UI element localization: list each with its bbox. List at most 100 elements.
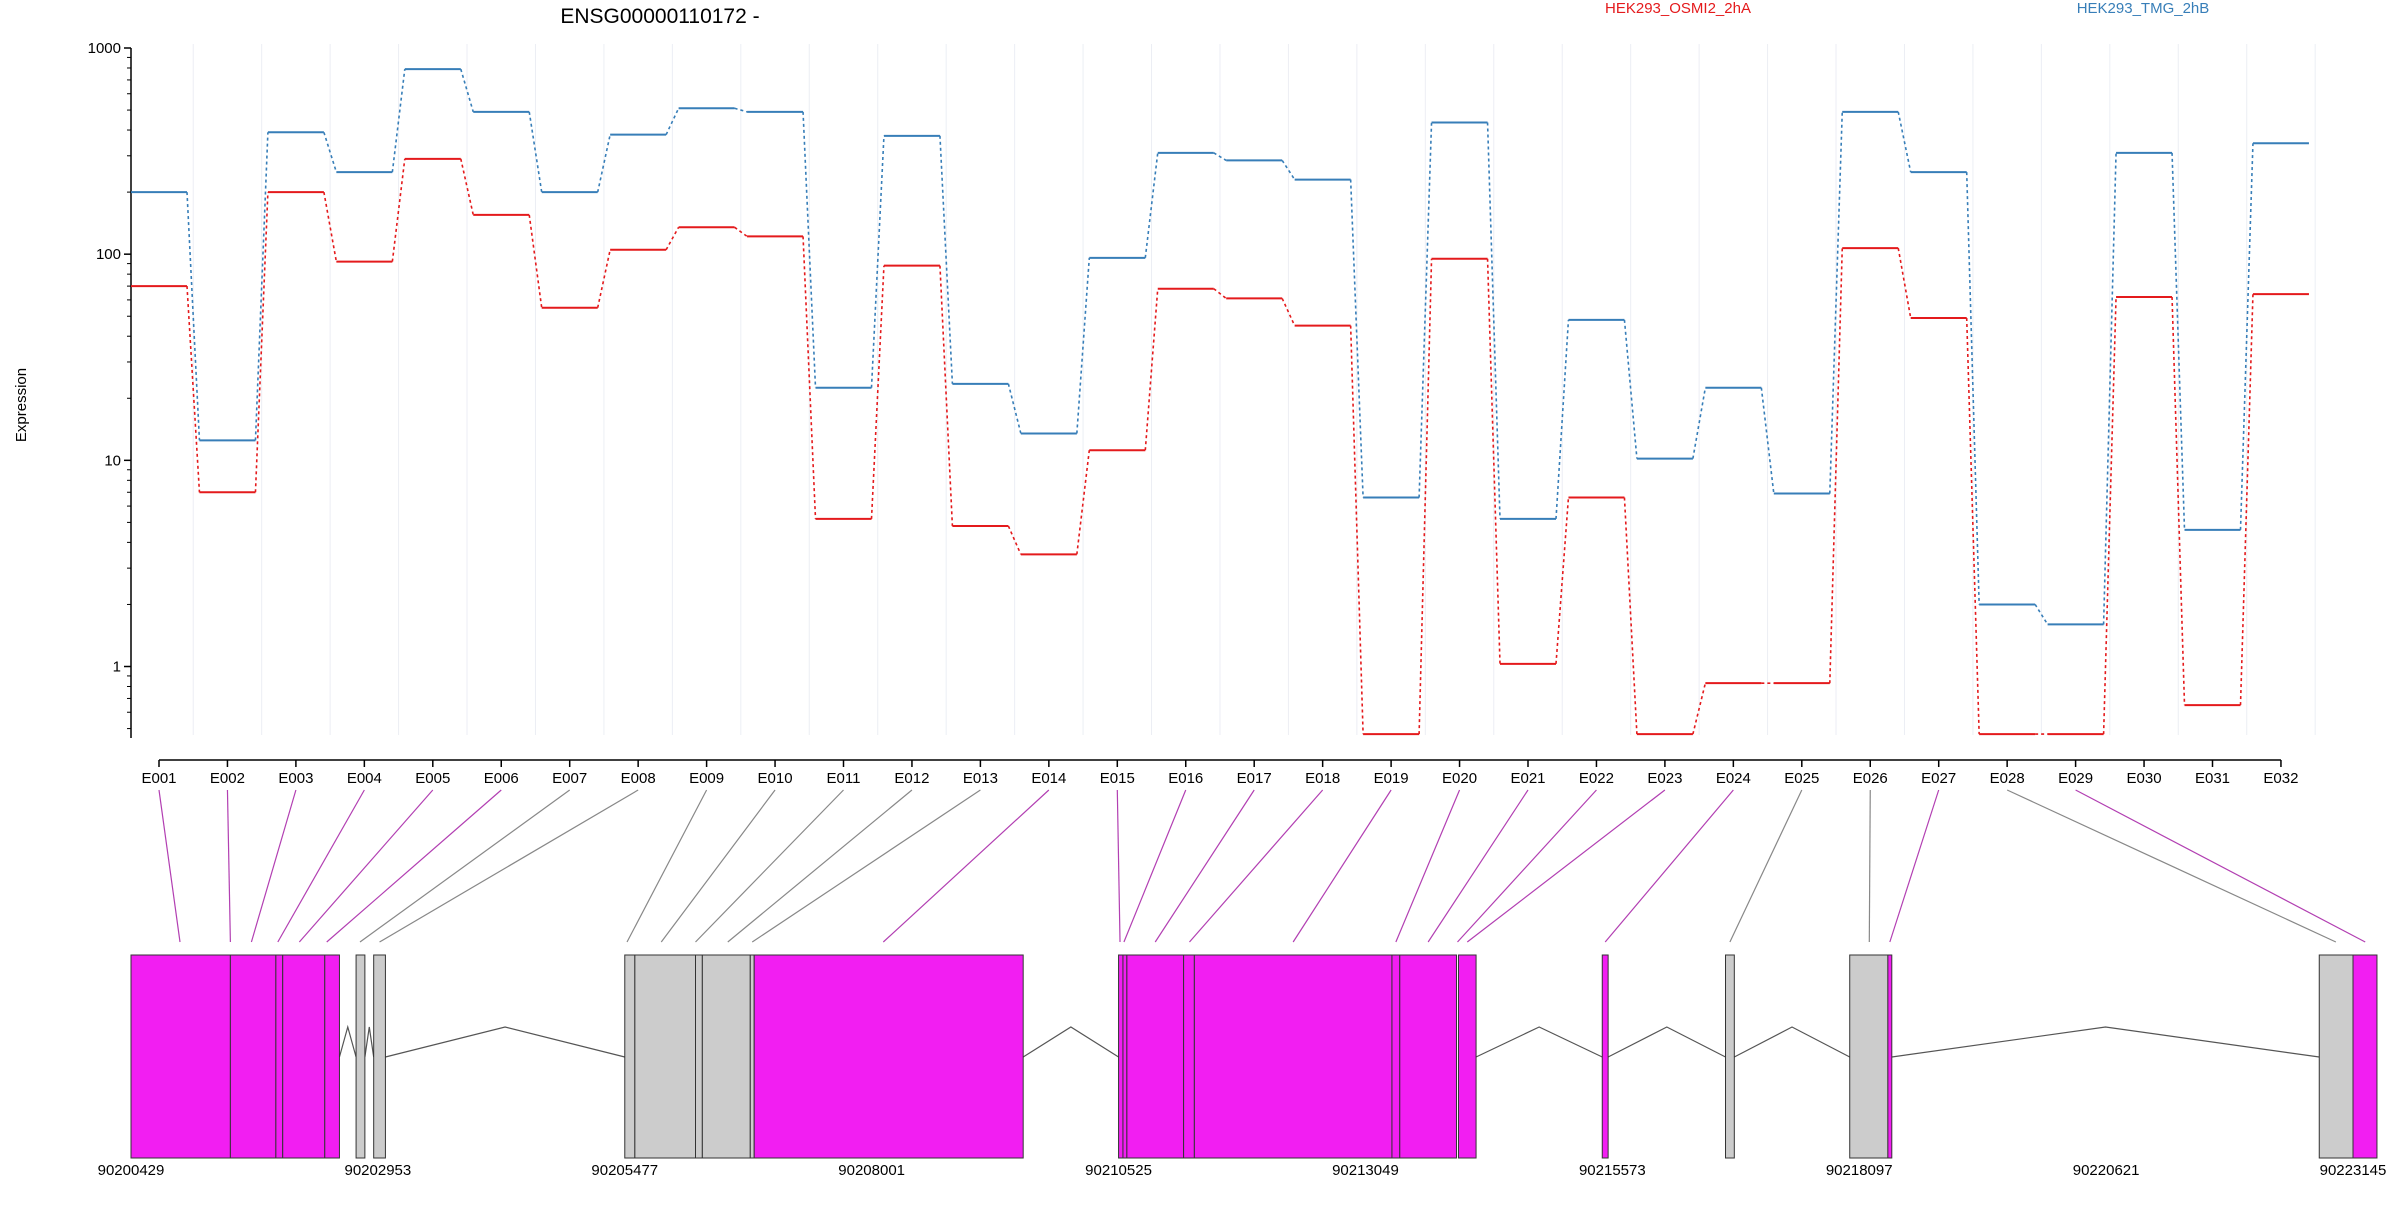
x-tick-label-E026: E026 [1853,770,1888,787]
connector-E028 [2006,789,2337,943]
series-2-connector [1418,122,1433,498]
connector-E018 [1189,789,1324,943]
x-tick-label-E021: E021 [1510,770,1545,787]
connector-E025 [1729,789,1803,943]
genomic-tick-label-90208001: 90208001 [838,1162,905,1179]
series-1-connector [2102,296,2117,735]
exon-E027 [2352,954,2378,1159]
exon-E008 [624,954,636,1159]
intron-E007-E008 [385,1026,625,1058]
x-axis: E001 E002 E003 E004 E005 E006 E007 E008 E009 E010… [141,759,2298,787]
x-tick-label-E025: E025 [1784,770,1819,787]
exon-E024 [1849,954,1889,1159]
exon-E021 [1457,954,1477,1159]
series-2-connector [1213,152,1227,162]
series-2-connector [802,111,817,388]
x-tick-label-E029: E029 [2058,770,2093,787]
y-axis-label: Expression [13,368,30,442]
y-tick-label-1: 1 [113,659,121,676]
series-2-connector [2102,152,2117,625]
connector-E016 [1123,789,1187,943]
series-2-connector [1623,319,1638,459]
connector-E012 [727,789,913,943]
x-tick-label-E013: E013 [963,770,998,787]
genomic-tick-label-90205477: 90205477 [591,1162,658,1179]
exon-connectors [158,789,2366,943]
series-2-connector [1897,111,1912,173]
exon-E018 [1193,954,1393,1159]
chart-title: ENSG00000110172 - [560,5,759,28]
x-tick-label-E001: E001 [141,770,176,787]
series-1-connector [528,214,543,308]
series-1-connector [1144,288,1159,451]
x-tick-label-E010: E010 [758,770,793,787]
x-tick-label-E012: E012 [894,770,929,787]
x-tick-label-E015: E015 [1100,770,1135,787]
exon-E004 [282,954,326,1159]
series-lines [131,68,2309,736]
series-1-connector [254,192,269,493]
series-2-connector [1829,111,1844,494]
intron-E021-E022 [1475,1026,1603,1058]
exon-E016 [1126,954,1185,1159]
series-1-connector [1418,258,1433,735]
exon-E026 [2318,954,2354,1159]
genomic-tick-label-90213049: 90213049 [1332,1162,1399,1179]
series-2-connector [2171,152,2186,530]
series-2-connector [596,134,611,193]
series-2-connector [1281,159,1296,181]
series-2-connector [939,135,954,384]
connector-E015 [1116,789,1121,943]
connector-E007 [359,789,571,943]
series-1-connector [939,265,954,527]
x-tick-label-E030: E030 [2127,770,2162,787]
x-tick-label-E020: E020 [1442,770,1477,787]
x-tick-label-E011: E011 [827,770,861,787]
connector-E005 [298,789,434,943]
connector-E004 [277,789,365,943]
series-1-connector [1829,248,1844,684]
series-1-connector [1486,258,1501,664]
exon-E003 [275,954,284,1159]
series-2-connector [460,68,475,113]
connector-E003 [250,789,297,943]
exon-E014 [1118,954,1124,1159]
exon-E013 [753,954,1024,1159]
series-2-connector [323,132,338,173]
series-2-connector [1965,172,1980,605]
series-2-connector [665,107,680,135]
intron-E005-E006 [338,1024,357,1058]
series-2-connector [1007,383,1022,434]
connector-E010 [660,789,776,943]
y-tick-label-100: 100 [96,246,121,263]
connector-E009 [626,789,708,943]
exon-E001 [130,954,231,1159]
series-1-connector [802,236,817,519]
exon-E006 [355,954,366,1159]
genomic-tick-label-90210525: 90210525 [1085,1162,1152,1179]
series-2-connector [1349,179,1364,498]
x-tick-label-E017: E017 [1237,770,1272,787]
connector-E022 [1457,789,1597,943]
exon-E023 [1725,954,1735,1159]
series-1-connector [1692,682,1707,735]
series-1-connector [186,286,201,493]
series-2-connector [1486,122,1501,519]
series-2-connector [528,111,543,193]
series-1-connector [391,158,406,262]
series-1-connector [734,226,748,238]
series-1-connector [2171,296,2186,706]
series-1-connector [1555,497,1570,664]
genomic-tick-label-90218097: 90218097 [1826,1162,1893,1179]
series-2-connector [391,69,406,173]
genomic-tick-label-90200429: 90200429 [98,1162,165,1179]
x-tick-label-E028: E028 [1990,770,2025,787]
exon-E005 [324,954,340,1159]
exon-E012 [749,954,755,1159]
connector-E013 [751,789,981,943]
series-1 [131,157,2309,736]
x-tick-label-E005: E005 [415,770,450,787]
intron-E025-E026 [1891,1026,2320,1058]
x-tick-label-E016: E016 [1168,770,1203,787]
exon-E025 [1887,954,1893,1159]
